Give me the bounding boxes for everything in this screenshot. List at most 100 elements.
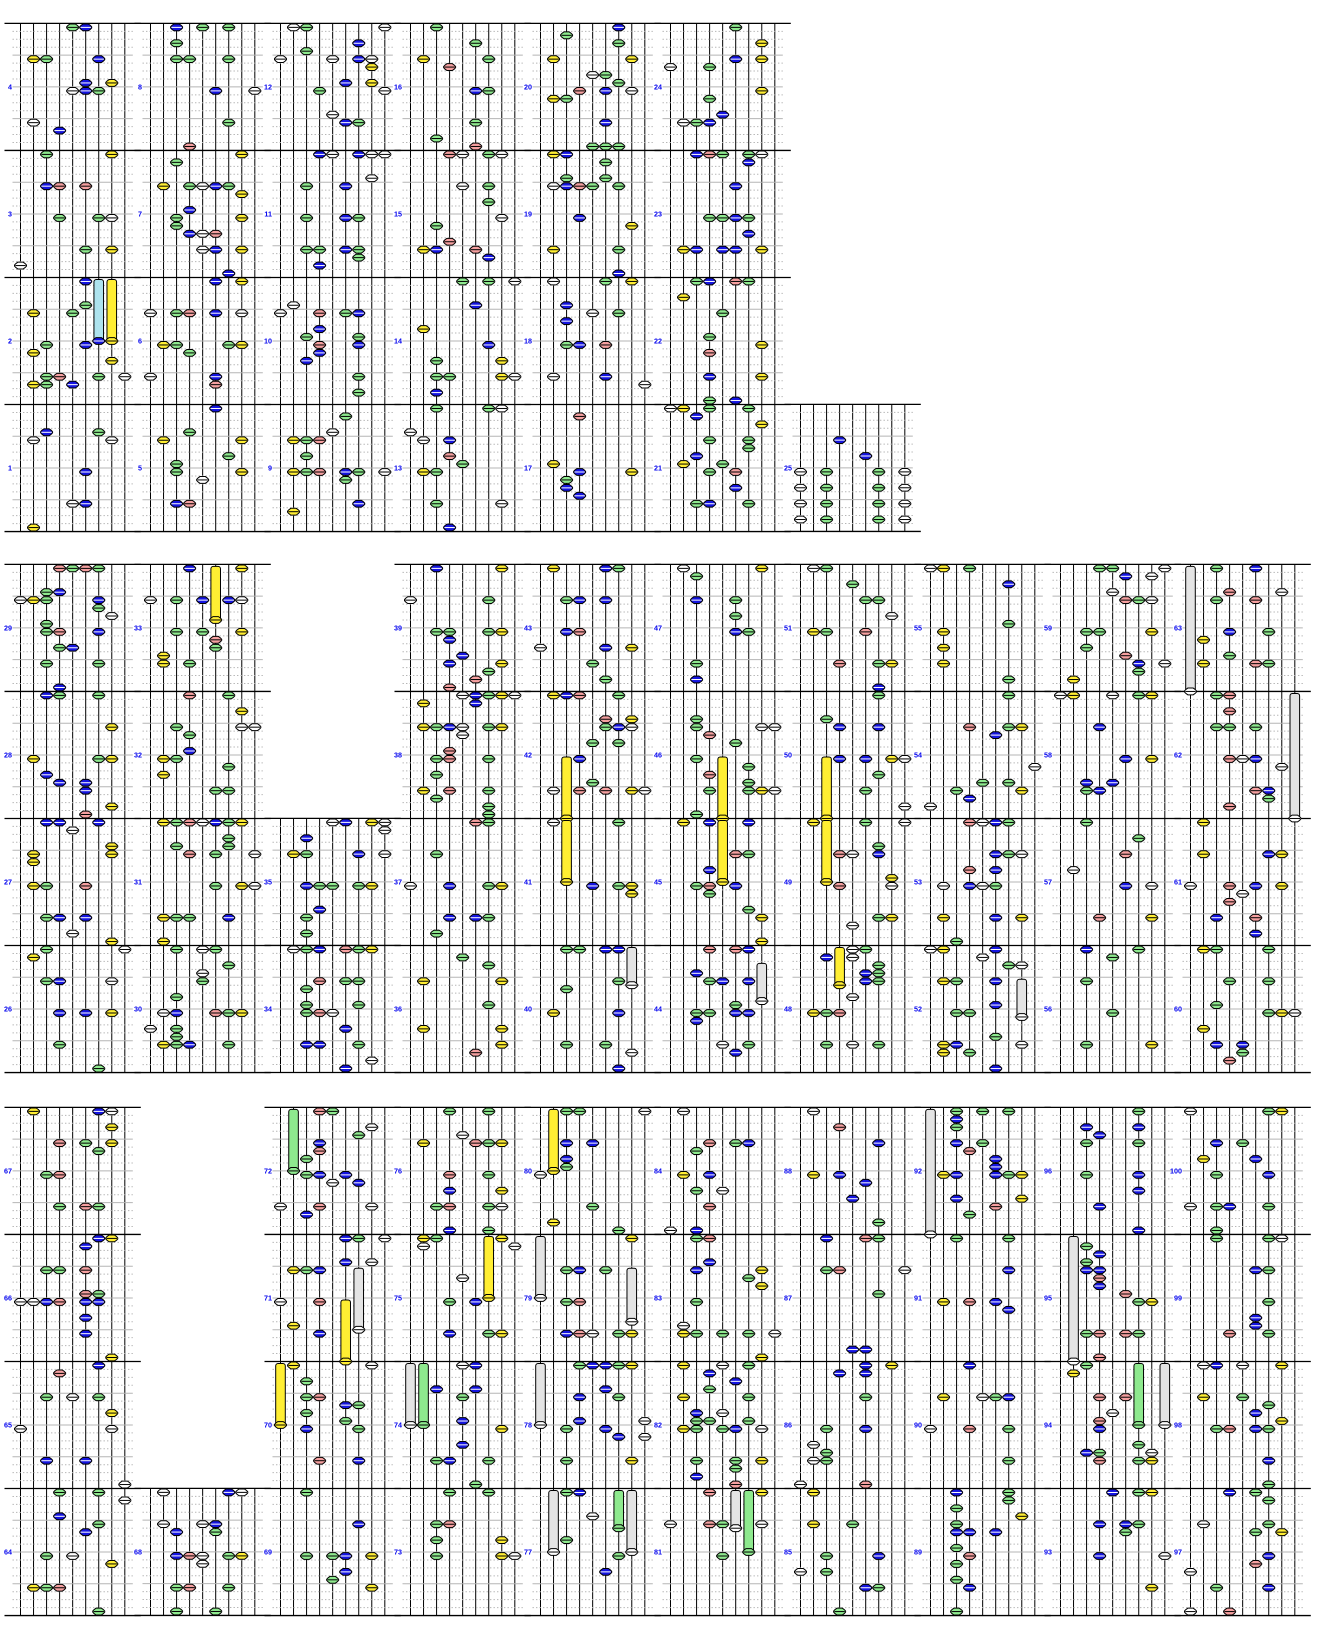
svg-text:12: 12	[264, 83, 272, 92]
svg-text:4: 4	[8, 83, 12, 92]
svg-text:15: 15	[394, 210, 402, 219]
svg-text:43: 43	[524, 623, 532, 632]
svg-text:25: 25	[784, 464, 792, 473]
svg-text:7: 7	[138, 210, 142, 219]
svg-text:77: 77	[524, 1548, 532, 1557]
svg-text:11: 11	[264, 210, 272, 219]
svg-text:90: 90	[914, 1420, 922, 1429]
svg-text:79: 79	[524, 1293, 532, 1302]
svg-text:82: 82	[654, 1420, 662, 1429]
svg-text:63: 63	[1174, 623, 1182, 632]
svg-text:61: 61	[1174, 877, 1182, 886]
svg-text:32: 32	[134, 750, 142, 759]
svg-text:37: 37	[394, 877, 402, 886]
svg-text:30: 30	[134, 1004, 142, 1013]
svg-text:87: 87	[784, 1293, 792, 1302]
svg-text:85: 85	[784, 1548, 792, 1557]
svg-text:48: 48	[784, 1004, 792, 1013]
svg-text:27: 27	[4, 877, 12, 886]
svg-text:64: 64	[4, 1548, 12, 1557]
svg-text:83: 83	[654, 1293, 662, 1302]
svg-text:75: 75	[394, 1293, 402, 1302]
svg-text:13: 13	[394, 464, 402, 473]
svg-text:54: 54	[914, 750, 922, 759]
svg-text:69: 69	[264, 1548, 272, 1557]
svg-text:70: 70	[264, 1420, 272, 1429]
svg-text:76: 76	[394, 1166, 402, 1175]
svg-text:41: 41	[524, 877, 532, 886]
svg-text:24: 24	[654, 83, 662, 92]
svg-text:72: 72	[264, 1166, 272, 1175]
svg-text:86: 86	[784, 1420, 792, 1429]
svg-text:53: 53	[914, 877, 922, 886]
svg-text:36: 36	[394, 1004, 402, 1013]
svg-text:2: 2	[8, 337, 12, 346]
svg-text:33: 33	[134, 623, 142, 632]
svg-text:49: 49	[784, 877, 792, 886]
svg-text:66: 66	[4, 1293, 12, 1302]
svg-text:73: 73	[394, 1548, 402, 1557]
svg-text:55: 55	[914, 623, 922, 632]
svg-text:44: 44	[654, 1004, 662, 1013]
svg-text:22: 22	[654, 337, 662, 346]
svg-text:31: 31	[134, 877, 142, 886]
svg-text:52: 52	[914, 1004, 922, 1013]
svg-text:3: 3	[8, 210, 12, 219]
svg-text:74: 74	[394, 1420, 402, 1429]
svg-text:91: 91	[914, 1293, 922, 1302]
svg-text:51: 51	[784, 623, 792, 632]
svg-text:8: 8	[138, 83, 142, 92]
svg-text:9: 9	[268, 464, 272, 473]
svg-text:35: 35	[264, 877, 272, 886]
svg-text:57: 57	[1044, 877, 1052, 886]
svg-text:45: 45	[654, 877, 662, 886]
svg-text:47: 47	[654, 623, 662, 632]
svg-text:65: 65	[4, 1420, 12, 1429]
svg-text:99: 99	[1174, 1293, 1182, 1302]
svg-text:84: 84	[654, 1166, 662, 1175]
svg-text:23: 23	[654, 210, 662, 219]
svg-text:19: 19	[524, 210, 532, 219]
svg-text:95: 95	[1044, 1293, 1052, 1302]
svg-text:97: 97	[1174, 1548, 1182, 1557]
svg-text:78: 78	[524, 1420, 532, 1429]
svg-text:59: 59	[1044, 623, 1052, 632]
svg-text:16: 16	[394, 83, 402, 92]
svg-text:20: 20	[524, 83, 532, 92]
svg-text:100: 100	[1170, 1166, 1182, 1175]
svg-text:21: 21	[654, 464, 662, 473]
svg-text:81: 81	[654, 1548, 662, 1557]
svg-text:42: 42	[524, 750, 532, 759]
svg-text:14: 14	[394, 337, 402, 346]
svg-text:50: 50	[784, 750, 792, 759]
svg-text:26: 26	[4, 1004, 12, 1013]
svg-text:56: 56	[1044, 1004, 1052, 1013]
svg-text:28: 28	[4, 750, 12, 759]
svg-text:40: 40	[524, 1004, 532, 1013]
svg-text:94: 94	[1044, 1420, 1052, 1429]
svg-text:1: 1	[8, 464, 12, 473]
svg-text:96: 96	[1044, 1166, 1052, 1175]
svg-text:62: 62	[1174, 750, 1182, 759]
svg-text:60: 60	[1174, 1004, 1182, 1013]
svg-text:80: 80	[524, 1166, 532, 1175]
svg-text:67: 67	[4, 1166, 12, 1175]
svg-text:68: 68	[134, 1548, 142, 1557]
svg-text:17: 17	[524, 464, 532, 473]
svg-text:58: 58	[1044, 750, 1052, 759]
svg-text:71: 71	[264, 1293, 272, 1302]
svg-text:5: 5	[138, 464, 142, 473]
svg-text:6: 6	[138, 337, 142, 346]
svg-text:93: 93	[1044, 1548, 1052, 1557]
svg-text:46: 46	[654, 750, 662, 759]
svg-text:88: 88	[784, 1166, 792, 1175]
svg-text:89: 89	[914, 1548, 922, 1557]
svg-text:92: 92	[914, 1166, 922, 1175]
svg-text:18: 18	[524, 337, 532, 346]
svg-text:34: 34	[264, 1004, 272, 1013]
svg-text:10: 10	[264, 337, 272, 346]
svg-text:98: 98	[1174, 1420, 1182, 1429]
svg-text:29: 29	[4, 623, 12, 632]
svg-text:38: 38	[394, 750, 402, 759]
svg-text:39: 39	[394, 623, 402, 632]
